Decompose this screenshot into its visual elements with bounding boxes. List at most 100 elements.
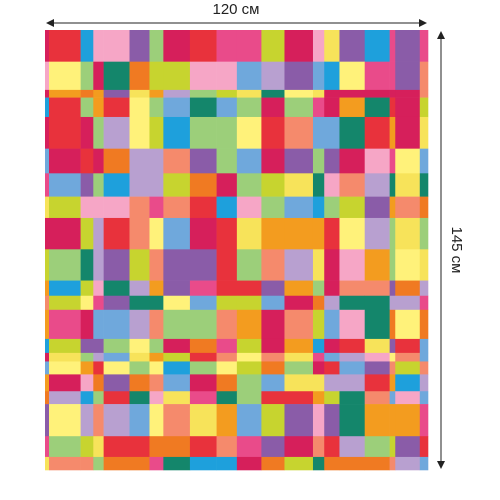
pattern-tile: [149, 148, 164, 174]
pattern-tile: [395, 280, 421, 297]
pattern-tile: [216, 309, 238, 340]
height-label: 145 см: [448, 226, 465, 273]
pattern-tile: [284, 456, 314, 471]
pattern-tile: [312, 173, 325, 197]
pattern-tile: [339, 61, 365, 91]
pattern-tile: [284, 309, 314, 340]
pattern-tile: [284, 116, 314, 149]
pattern-tile: [129, 249, 150, 281]
pattern-tile: [324, 249, 340, 281]
pattern-tile: [163, 338, 191, 354]
pattern-tile: [284, 173, 314, 197]
pattern-tile: [395, 361, 421, 375]
pattern-tile: [324, 295, 340, 311]
pattern-tile: [103, 61, 130, 91]
pattern-tile: [339, 374, 365, 392]
pattern-tile: [149, 361, 164, 375]
pattern-tile: [149, 61, 164, 91]
pattern-tile: [129, 404, 150, 437]
pattern-tile: [80, 30, 94, 62]
pattern-tile: [45, 173, 50, 197]
pattern-tile: [324, 404, 340, 437]
pattern-tile: [45, 295, 50, 311]
pattern-tile: [324, 280, 340, 297]
pattern-tile: [419, 116, 429, 149]
pattern-tile: [419, 280, 429, 297]
pattern-tile: [93, 456, 104, 471]
pattern-tile: [80, 173, 94, 197]
pattern-tile: [129, 89, 150, 98]
pattern-tile: [216, 97, 238, 118]
pattern-tile: [364, 217, 390, 250]
pattern-tile: [389, 404, 396, 437]
pattern-tile: [389, 148, 396, 174]
pattern-tile: [236, 30, 262, 62]
pattern-tile: [236, 374, 262, 392]
pattern-tile: [324, 217, 340, 250]
pattern-tile: [312, 280, 325, 297]
pattern-tile: [395, 97, 421, 118]
pattern-tile: [395, 116, 421, 149]
pattern-tile: [236, 148, 262, 174]
pattern-tile: [45, 249, 50, 281]
pattern-tile: [339, 338, 365, 354]
pattern-tile: [312, 217, 325, 250]
pattern-tile: [45, 361, 50, 375]
pattern-tile: [312, 61, 325, 91]
pattern-tile: [339, 30, 365, 62]
pattern-tile: [236, 97, 262, 118]
pattern-tile: [45, 148, 50, 174]
pattern-tile: [236, 280, 262, 297]
pattern-tile: [129, 148, 150, 174]
pattern-tile: [284, 61, 314, 91]
pattern-tile: [236, 456, 262, 471]
pattern-tile: [216, 116, 238, 149]
pattern-tile: [364, 173, 390, 197]
pattern-tile: [129, 436, 150, 458]
pattern-tile: [80, 436, 94, 458]
pattern-tile: [45, 196, 50, 219]
pattern-tile: [149, 352, 164, 362]
pattern-tile: [389, 436, 396, 458]
pattern-tile: [395, 404, 421, 437]
pattern-tile: [103, 116, 130, 149]
pattern-tile: [419, 61, 429, 91]
pattern-tile: [389, 309, 396, 340]
pattern-tile: [149, 249, 164, 281]
pattern-tile: [129, 338, 150, 354]
pattern-tile: [45, 30, 50, 62]
pattern-tile: [312, 295, 325, 311]
pattern-tile: [93, 30, 104, 62]
pattern-tile: [163, 30, 191, 62]
pattern-tile: [339, 436, 365, 458]
pattern-tile: [149, 436, 164, 458]
pattern-tile: [49, 352, 81, 362]
pattern-tile: [49, 249, 81, 281]
pattern-tile: [389, 295, 396, 311]
pattern-tile: [189, 295, 217, 311]
pattern-tile: [103, 374, 130, 392]
pattern-tile: [395, 196, 421, 219]
pattern-tile: [49, 391, 81, 405]
pattern-tile: [216, 148, 238, 174]
pattern-tile: [216, 249, 238, 281]
pattern-tile: [389, 173, 396, 197]
pattern-tile: [93, 173, 104, 197]
pattern-tile: [364, 97, 390, 118]
pattern-tile: [163, 309, 191, 340]
pattern-tile: [93, 249, 104, 281]
pattern-tile: [389, 97, 396, 118]
pattern-tile: [45, 61, 50, 91]
pattern-tile: [339, 391, 365, 405]
pattern-tile: [339, 97, 365, 118]
pattern-tile: [236, 338, 262, 354]
pattern-tile: [389, 338, 396, 354]
pattern-tile: [93, 97, 104, 118]
pattern-tile: [261, 295, 285, 311]
pattern-tile: [93, 391, 104, 405]
pattern-tile: [129, 97, 150, 118]
pattern-tile: [216, 436, 238, 458]
pattern-tile: [339, 404, 365, 437]
pattern-tile: [49, 361, 81, 375]
pattern-tile: [216, 280, 238, 297]
